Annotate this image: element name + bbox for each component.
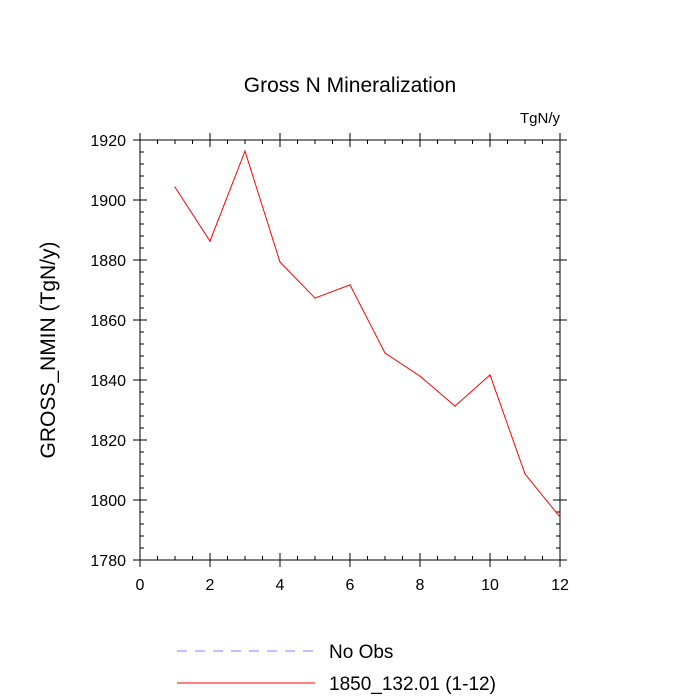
legend-label: No Obs	[329, 642, 393, 663]
x-tick-label: 0	[136, 577, 145, 594]
y-tick-label: 1920	[90, 133, 126, 150]
data-point	[174, 186, 176, 188]
y-tick-label: 1780	[90, 553, 126, 570]
data-point	[349, 284, 351, 286]
x-tick-label: 4	[276, 577, 285, 594]
x-tick-label: 12	[551, 577, 569, 594]
data-point	[314, 297, 316, 299]
data-point	[244, 150, 246, 152]
data-point	[524, 473, 526, 475]
data-point	[209, 240, 211, 242]
x-tick-label: 8	[416, 577, 425, 594]
series-layer	[174, 149, 561, 518]
plot-frame	[139, 139, 561, 561]
y-tick-label: 1800	[90, 493, 126, 510]
x-tick-label: 10	[481, 577, 499, 594]
data-point	[454, 405, 456, 407]
data-point	[489, 374, 491, 376]
axis-ticks	[133, 133, 567, 567]
units-label: TgN/y	[520, 110, 561, 127]
legend: No Obs 1850_132.01 (1-12)	[177, 642, 496, 695]
y-axis-label: GROSS_NMIN (TgN/y)	[37, 241, 60, 458]
y-tick-label: 1820	[90, 433, 126, 450]
y-tick-label: 1900	[90, 193, 126, 210]
data-point	[384, 352, 386, 354]
legend-label: 1850_132.01 (1-12)	[329, 674, 496, 695]
chart-title: Gross N Mineralization	[244, 74, 456, 97]
x-tick-label: 6	[346, 577, 355, 594]
data-point	[279, 261, 281, 263]
data-point	[559, 516, 561, 518]
tick-labels: 0 2 4 6 8 10 12 1780 1800 1820 1840 1860 1880 1900 192…	[90, 133, 569, 594]
x-tick-label: 2	[206, 577, 215, 594]
y-tick-label: 1840	[90, 373, 126, 390]
y-tick-label: 1880	[90, 253, 126, 270]
series-line	[174, 149, 561, 518]
data-point	[419, 375, 421, 377]
y-tick-label: 1860	[90, 313, 126, 330]
